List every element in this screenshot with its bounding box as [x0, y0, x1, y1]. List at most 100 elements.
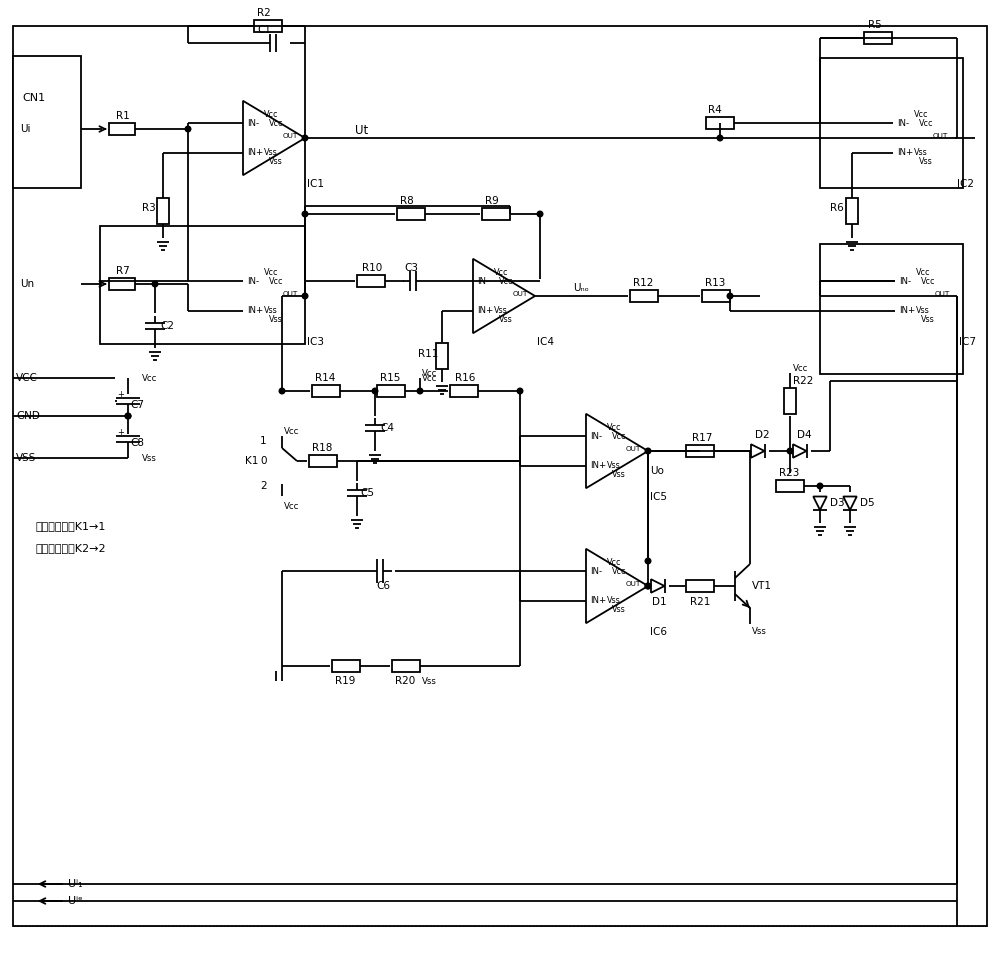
- Circle shape: [125, 413, 131, 419]
- Bar: [864, 32, 892, 44]
- Bar: [13, 56, 81, 188]
- Text: R5: R5: [868, 20, 882, 30]
- Text: Vss: Vss: [916, 306, 930, 315]
- Text: IC5: IC5: [650, 492, 667, 502]
- Text: +: +: [117, 427, 124, 437]
- Text: Vss: Vss: [142, 453, 157, 463]
- Text: Vss: Vss: [269, 157, 283, 165]
- Text: Uₙₒ: Uₙₒ: [573, 283, 589, 293]
- Text: IN-: IN-: [899, 276, 911, 286]
- Text: Vss: Vss: [612, 469, 626, 479]
- Text: VSS: VSS: [16, 453, 36, 463]
- Text: Vcc: Vcc: [607, 558, 621, 568]
- Text: Vcc: Vcc: [142, 374, 157, 382]
- Text: CN1: CN1: [22, 93, 45, 103]
- Text: Vcc: Vcc: [916, 269, 930, 277]
- Text: Ut: Ut: [355, 123, 368, 137]
- Text: Vcc: Vcc: [919, 119, 933, 127]
- Text: R18: R18: [312, 443, 332, 453]
- Bar: [392, 660, 420, 672]
- Circle shape: [517, 388, 523, 394]
- Text: R17: R17: [692, 433, 712, 443]
- Bar: [357, 275, 385, 287]
- Text: Vcc: Vcc: [914, 111, 928, 120]
- Text: Vss: Vss: [612, 604, 626, 614]
- Circle shape: [817, 483, 823, 489]
- Text: OUT: OUT: [626, 446, 641, 452]
- Text: C2: C2: [160, 321, 174, 331]
- Circle shape: [302, 135, 308, 141]
- Circle shape: [372, 388, 378, 394]
- Text: Vss: Vss: [607, 597, 621, 605]
- Text: R21: R21: [690, 597, 710, 607]
- Bar: [482, 208, 510, 220]
- Text: OUT: OUT: [933, 133, 948, 139]
- Bar: [630, 290, 658, 302]
- Text: Vss: Vss: [264, 306, 278, 315]
- Text: VT1: VT1: [752, 581, 772, 591]
- Text: Vcc: Vcc: [793, 363, 808, 373]
- Text: IN-: IN-: [247, 119, 259, 127]
- Bar: [846, 198, 858, 224]
- Text: 1: 1: [260, 436, 267, 446]
- Text: D1: D1: [652, 597, 667, 607]
- Bar: [332, 660, 360, 672]
- Circle shape: [125, 413, 131, 419]
- Text: 位能性负载：K2→2: 位能性负载：K2→2: [35, 543, 106, 553]
- Text: K1: K1: [245, 456, 258, 466]
- Text: R13: R13: [705, 278, 725, 288]
- Text: IC1: IC1: [307, 179, 324, 189]
- Text: Vss: Vss: [914, 148, 928, 158]
- Text: Vss: Vss: [499, 315, 513, 323]
- Text: C1: C1: [257, 25, 271, 35]
- Bar: [686, 445, 714, 457]
- Text: OUT: OUT: [935, 291, 950, 297]
- Text: IN-: IN-: [477, 276, 489, 286]
- Text: R22: R22: [793, 376, 813, 386]
- Text: IC4: IC4: [537, 337, 554, 347]
- Text: IN+: IN+: [897, 148, 913, 158]
- Text: R11: R11: [418, 349, 438, 359]
- Text: OUT: OUT: [283, 291, 298, 297]
- Bar: [254, 20, 282, 32]
- Text: C6: C6: [376, 581, 390, 591]
- Text: 0: 0: [260, 456, 266, 466]
- Text: Vcc: Vcc: [284, 502, 299, 511]
- Text: Un: Un: [20, 279, 34, 289]
- Bar: [706, 118, 734, 129]
- Text: Vcc: Vcc: [269, 276, 283, 286]
- Text: IC7: IC7: [959, 337, 976, 347]
- Circle shape: [152, 281, 158, 287]
- Text: IN+: IN+: [247, 306, 263, 315]
- Text: IN+: IN+: [247, 148, 263, 158]
- Text: IN-: IN-: [247, 276, 259, 286]
- Text: Vcc: Vcc: [499, 276, 513, 286]
- Bar: [820, 244, 963, 374]
- Text: Vcc: Vcc: [264, 269, 278, 277]
- Text: IN+: IN+: [590, 597, 606, 605]
- Text: Vcc: Vcc: [422, 368, 437, 378]
- Text: IC2: IC2: [957, 179, 974, 189]
- Text: IN+: IN+: [590, 462, 606, 470]
- Circle shape: [417, 388, 423, 394]
- Text: R2: R2: [257, 8, 271, 18]
- Circle shape: [645, 583, 651, 589]
- Text: Vss: Vss: [269, 315, 283, 323]
- Bar: [450, 385, 478, 397]
- Text: R16: R16: [455, 373, 475, 383]
- Text: Vss: Vss: [264, 148, 278, 158]
- Text: IC6: IC6: [650, 627, 667, 638]
- Text: IC3: IC3: [307, 337, 324, 347]
- Text: C7: C7: [130, 400, 144, 410]
- Bar: [776, 480, 804, 492]
- Circle shape: [717, 135, 723, 141]
- Bar: [436, 343, 448, 369]
- Circle shape: [645, 583, 651, 589]
- Text: R23: R23: [779, 468, 799, 478]
- Circle shape: [185, 126, 191, 132]
- Text: Vss: Vss: [422, 677, 437, 685]
- Text: OUT: OUT: [513, 291, 528, 297]
- Text: Vcc: Vcc: [284, 426, 299, 436]
- Text: R8: R8: [400, 196, 414, 206]
- Text: C8: C8: [130, 438, 144, 448]
